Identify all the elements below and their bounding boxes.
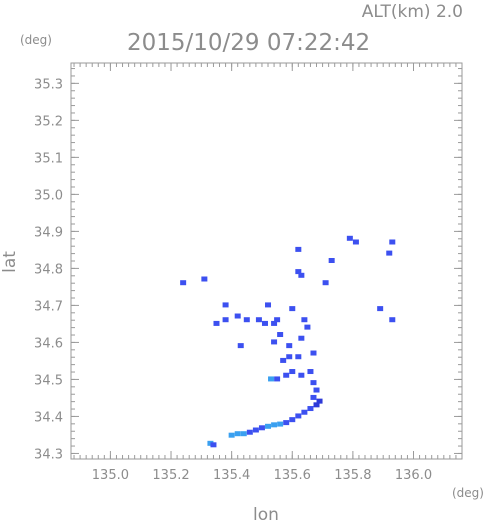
y-tick-label: 34.5: [34, 373, 63, 388]
echo-point: [289, 306, 296, 312]
echo-point: [316, 398, 323, 404]
echo-point: [346, 235, 353, 241]
echo-point: [377, 306, 384, 312]
echo-point: [213, 320, 220, 326]
echo-point: [243, 317, 250, 323]
y-tick-label: 34.9: [34, 225, 63, 240]
x-tick-label: 135.2: [152, 468, 189, 483]
echo-point: [310, 350, 317, 356]
echo-point: [313, 402, 320, 408]
echo-point: [295, 269, 302, 275]
echo-point: [289, 417, 296, 423]
echo-point: [265, 302, 272, 308]
echo-point: [389, 317, 396, 323]
echo-point: [352, 239, 359, 245]
echo-point: [277, 332, 284, 338]
y-tick-label: 34.6: [34, 336, 63, 351]
echo-point: [322, 280, 329, 286]
echo-point: [268, 376, 275, 382]
echo-point: [274, 317, 281, 323]
altitude-subtitle: ALT(km) 2.0: [362, 2, 463, 22]
echo-point: [234, 431, 241, 437]
x-tick-label: 135.4: [213, 468, 250, 483]
y-tick-label: 35.3: [34, 77, 63, 92]
echo-point: [298, 272, 305, 278]
echo-point: [261, 320, 268, 326]
x-tick-label: 135.0: [92, 468, 129, 483]
x-tick-label: 135.8: [334, 468, 371, 483]
echo-point: [271, 422, 278, 428]
y-tick-label: 34.4: [34, 410, 63, 425]
echo-point: [307, 369, 314, 375]
echo-point: [255, 317, 262, 323]
echo-point: [240, 431, 247, 437]
echo-point: [234, 313, 241, 319]
y-tick-label: 34.3: [34, 447, 63, 462]
echo-point: [265, 423, 272, 429]
echo-point: [313, 387, 320, 393]
y-unit-label: (deg): [20, 33, 52, 47]
y-tick-label: 35.1: [34, 151, 63, 166]
echo-point: [286, 354, 293, 360]
echo-point: [310, 380, 317, 386]
y-tick-label: 35.2: [34, 114, 63, 129]
echo-point: [222, 302, 229, 308]
echo-point: [301, 317, 308, 323]
y-tick-label: 34.8: [34, 262, 63, 277]
echo-point: [295, 246, 302, 252]
echo-point: [307, 406, 314, 412]
chart-title: 2015/10/29 07:22:42: [127, 30, 370, 56]
echo-point: [246, 429, 253, 435]
echo-point: [237, 343, 244, 349]
echo-points: [180, 235, 396, 448]
axis-ticks: [71, 63, 463, 459]
echo-point: [201, 276, 208, 282]
x-unit-label: (deg): [452, 486, 484, 500]
echo-point: [286, 343, 293, 349]
echo-point: [295, 354, 302, 360]
echo-point: [180, 280, 187, 286]
echo-point: [301, 409, 308, 415]
plot-frame: [70, 62, 463, 460]
echo-point: [277, 421, 284, 427]
echo-point: [295, 413, 302, 419]
echo-point: [304, 324, 311, 330]
y-tick-labels: 34.3 34.4 34.5 34.6 34.7 34.8 34.9 35.0 35.1 35.2…: [34, 77, 63, 462]
echo-point: [222, 317, 229, 323]
echo-point: [328, 258, 335, 263]
echo-point: [389, 239, 396, 245]
echo-point: [252, 427, 259, 433]
echo-point: [271, 320, 278, 326]
echo-point: [289, 369, 296, 375]
echo-point: [298, 335, 305, 341]
echo-point: [271, 339, 278, 345]
x-axis-label: lon: [253, 505, 279, 521]
x-tick-labels: 135.0 135.2 135.4 135.6 135.8 136.0: [92, 468, 432, 483]
x-tick-label: 135.6: [274, 468, 311, 483]
echo-point: [210, 442, 217, 448]
y-tick-label: 35.0: [34, 188, 63, 203]
echo-point: [386, 250, 393, 256]
x-tick-label: 136.0: [395, 468, 432, 483]
echo-point: [274, 376, 281, 382]
echo-point: [280, 357, 287, 363]
echo-point: [310, 394, 317, 400]
y-tick-label: 34.7: [34, 299, 63, 314]
echo-point: [283, 420, 290, 426]
echo-point: [298, 372, 305, 378]
echo-point: [228, 432, 235, 438]
echo-point: [283, 372, 290, 378]
echo-point: [258, 425, 265, 431]
echo-point: [207, 440, 214, 446]
y-axis-label: lat: [0, 251, 20, 273]
